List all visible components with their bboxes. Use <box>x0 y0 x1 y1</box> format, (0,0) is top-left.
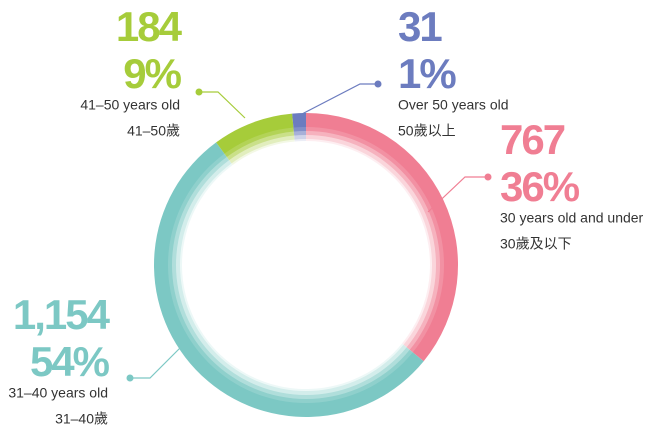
share-label: 9% <box>123 50 181 97</box>
value-label: 31 <box>398 3 442 50</box>
donut-segment <box>306 113 459 362</box>
category-label: 30 years old and under <box>500 210 644 226</box>
donut-segment <box>292 113 306 142</box>
leader-dot <box>195 88 203 96</box>
category-label-zh: 50歲以上 <box>398 123 456 139</box>
leader-dot <box>484 173 492 181</box>
value-label: 1,154 <box>13 291 111 338</box>
share-label: 36% <box>500 163 580 210</box>
leader-dot <box>374 80 382 88</box>
leader-line <box>427 176 488 213</box>
category-label: 31–40 years old <box>8 385 108 401</box>
leader-line <box>130 347 181 379</box>
donut-segment <box>216 113 295 165</box>
category-label: 41–50 years old <box>80 97 180 113</box>
leader-line <box>199 91 246 119</box>
category-label-zh: 41–50歲 <box>127 123 180 139</box>
leader-line <box>301 83 378 115</box>
category-label-zh: 30歲及以下 <box>500 236 572 252</box>
value-label: 184 <box>116 3 183 50</box>
category-label-zh: 31–40歲 <box>55 411 108 427</box>
share-label: 1% <box>398 50 456 97</box>
category-label: Over 50 years old <box>398 97 509 113</box>
share-label: 54% <box>30 338 110 385</box>
donut-hole <box>184 143 428 387</box>
leader-dot <box>126 374 134 382</box>
value-label: 767 <box>500 116 565 163</box>
